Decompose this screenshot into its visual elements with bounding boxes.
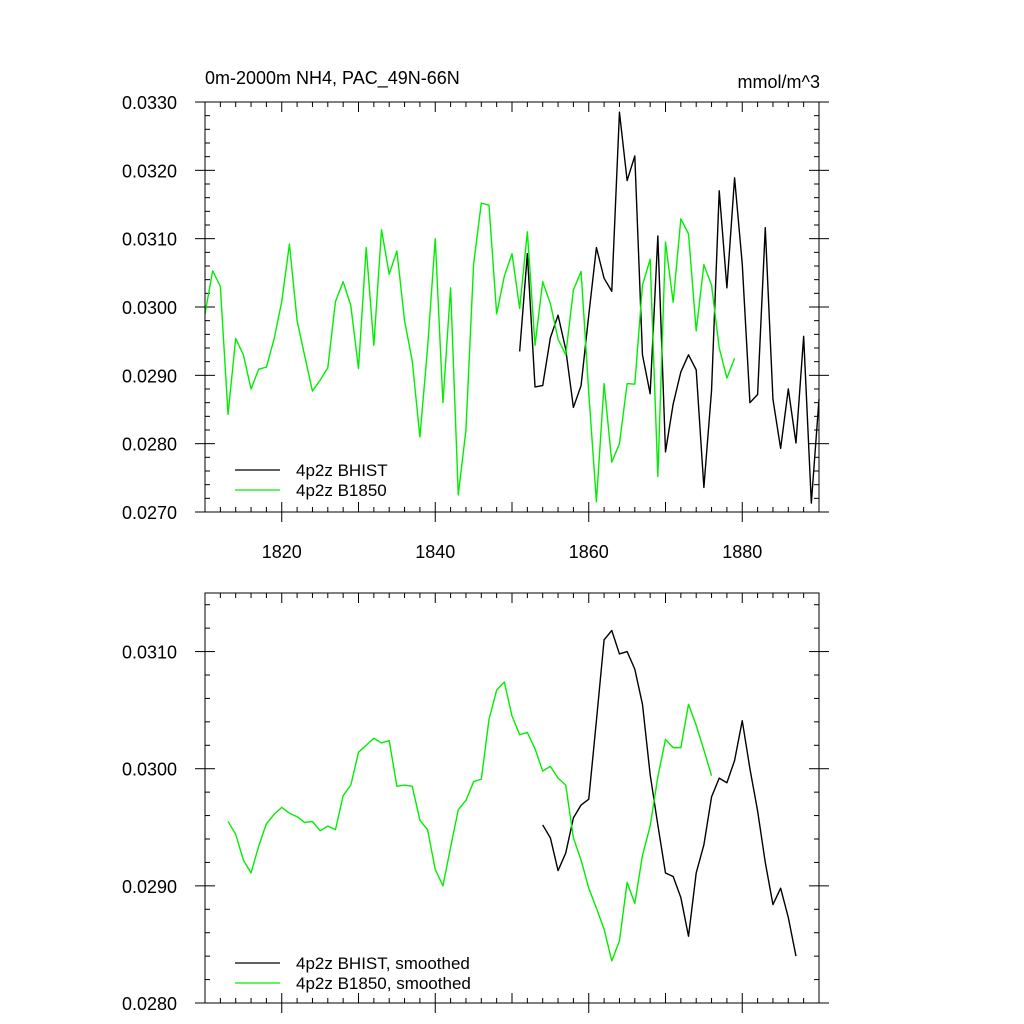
units-label: mmol/m^3 — [738, 72, 820, 92]
plot-frame-bottom — [204, 592, 820, 1004]
y-tick-label: 0.0300 — [122, 760, 177, 780]
plot-frame-top — [204, 101, 820, 513]
y-tick-label: 0.0270 — [122, 503, 177, 523]
x-tick-label: 1820 — [262, 542, 302, 562]
y-tick-label: 0.0330 — [122, 93, 177, 113]
y-tick-label: 0.0280 — [122, 994, 177, 1014]
x-tick-label: 1840 — [415, 542, 455, 562]
legend-label-b1850: 4p2z B1850 — [296, 481, 387, 500]
legend-label-bhist-smoothed: 4p2z BHIST, smoothed — [296, 954, 470, 973]
series-line-bottom-bhist — [542, 629, 797, 957]
chart-title: 0m-2000m NH4, PAC_49N-66N — [205, 68, 460, 89]
y-tick-label: 0.0300 — [122, 298, 177, 318]
panel-bottom: 0.0280 0.0290 0.0300 0.0310 4p2z BHIST, smo… — [122, 592, 829, 1014]
y-tick-label: 0.0290 — [122, 366, 177, 386]
series-line-top-b1850 — [204, 202, 736, 503]
y-tick-label: 0.0310 — [122, 230, 177, 250]
series-line-bottom-b1850 — [227, 681, 713, 962]
series-line-top-bhist — [518, 111, 820, 504]
x-tick-label: 1880 — [722, 542, 762, 562]
y-tick-label: 0.0280 — [122, 435, 177, 455]
x-tick-label: 1860 — [569, 542, 609, 562]
y-tick-label: 0.0310 — [122, 643, 177, 663]
legend-bottom: 4p2z BHIST, smoothed 4p2z B1850, smoothe… — [235, 954, 471, 993]
panel-top: 0m-2000m NH4, PAC_49N-66N mmol/m^3 1820 1… — [122, 68, 829, 562]
legend-top: 4p2z BHIST 4p2z B1850 — [235, 461, 388, 500]
y-tick-label: 0.0320 — [122, 161, 177, 181]
y-tick-label: 0.0290 — [122, 877, 177, 897]
legend-label-b1850-smoothed: 4p2z B1850, smoothed — [296, 974, 471, 993]
legend-label-bhist: 4p2z BHIST — [296, 461, 388, 480]
